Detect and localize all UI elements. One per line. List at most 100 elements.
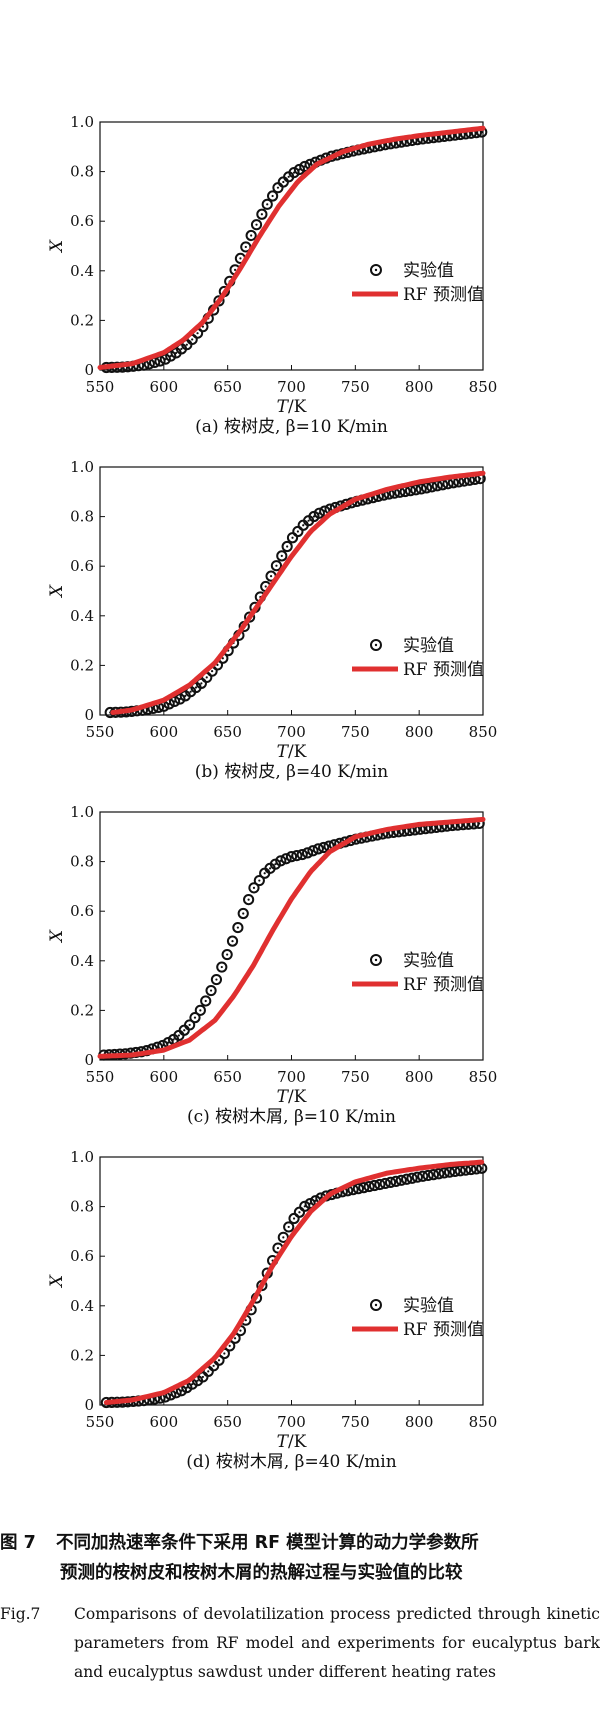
- data-point-center: [292, 1217, 296, 1220]
- x-tick-label: 850: [469, 1068, 498, 1086]
- y-tick-label: 0.6: [70, 212, 94, 230]
- data-point: [275, 855, 287, 867]
- data-point: [281, 540, 293, 553]
- data-point: [299, 1200, 311, 1212]
- series-experimental: [104, 472, 486, 719]
- data-point: [226, 935, 239, 947]
- data-point: [433, 1168, 445, 1180]
- data-point: [417, 1170, 429, 1182]
- data-point-center: [298, 1211, 301, 1214]
- panel-caption: (a) 桉树皮, β=10 K/min: [195, 417, 388, 437]
- data-point-center: [205, 676, 208, 679]
- legend-marker-experimental: [370, 1299, 382, 1311]
- y-tick-label: 0: [84, 706, 94, 724]
- y-tick-label: 1.0: [70, 113, 94, 131]
- x-axis-title: T/K: [277, 742, 307, 762]
- data-point: [296, 848, 308, 861]
- data-point: [286, 532, 299, 544]
- data-point-center: [223, 1352, 226, 1355]
- data-point-center: [196, 332, 199, 335]
- legend-label-rf: RF 预测值: [403, 660, 484, 680]
- data-point: [422, 1169, 434, 1182]
- x-tick-label: 600: [150, 378, 179, 396]
- data-point: [276, 550, 288, 562]
- legend-marker-experimental-dot: [374, 1303, 378, 1307]
- data-point-center: [275, 564, 278, 567]
- data-point-center: [220, 965, 223, 969]
- x-tick-label: 750: [341, 378, 370, 396]
- x-tick-label: 800: [405, 723, 434, 741]
- y-tick-label: 1.0: [70, 803, 94, 821]
- caption-cn-line1: 不同加热速率条件下采用 RF 模型计算的动力学参数所: [56, 1533, 479, 1553]
- data-point-center: [239, 257, 242, 260]
- x-tick-label: 750: [341, 1068, 370, 1086]
- x-tick-label: 600: [150, 723, 179, 741]
- data-point-center: [177, 1034, 180, 1037]
- data-point-center: [191, 338, 194, 341]
- data-point: [253, 874, 265, 887]
- data-point: [291, 849, 303, 862]
- data-point-center: [244, 1319, 247, 1322]
- x-tick-label: 600: [150, 1068, 179, 1086]
- y-tick-label: 0.4: [70, 952, 94, 970]
- data-point-center: [280, 554, 283, 557]
- x-tick-label: 800: [405, 1413, 434, 1431]
- data-point-center: [191, 1383, 194, 1386]
- data-point-center: [282, 1236, 285, 1239]
- caption-cn-label: 图 7: [0, 1533, 36, 1553]
- data-point-center: [172, 1038, 175, 1041]
- data-point-center: [204, 999, 207, 1003]
- x-tick-label: 650: [213, 378, 242, 396]
- data-point-center: [233, 1337, 237, 1340]
- chart-panel-c: 550 600 650 700 750 800 850 0 0.2 0.4 0.6 0.8 1.0 T/K…: [47, 803, 497, 1127]
- data-point-center: [268, 867, 272, 870]
- legend-label-rf: RF 预测值: [403, 1320, 484, 1340]
- x-tick-label: 850: [469, 1413, 498, 1431]
- data-point: [301, 847, 314, 859]
- x-tick-label: 750: [341, 723, 370, 741]
- data-point-center: [287, 175, 290, 178]
- data-point: [168, 695, 181, 708]
- data-point: [363, 1180, 375, 1193]
- data-point: [438, 1167, 450, 1179]
- y-axis-title: X: [47, 1274, 67, 1289]
- x-tick-label: 700: [277, 378, 306, 396]
- data-point: [267, 190, 279, 202]
- data-point-center: [212, 1364, 215, 1367]
- y-tick-label: 0.2: [70, 1346, 94, 1364]
- legend-label-experimental: 实验值: [403, 951, 454, 971]
- data-point-center: [479, 477, 482, 480]
- data-point-center: [201, 325, 204, 328]
- series-experimental: [98, 817, 485, 1061]
- data-point-center: [174, 351, 178, 355]
- data-point: [304, 1197, 316, 1210]
- y-tick-label: 0.6: [70, 1247, 94, 1265]
- data-point: [312, 843, 324, 855]
- data-point-center: [480, 130, 483, 134]
- data-point: [256, 208, 268, 220]
- data-point: [406, 1172, 418, 1184]
- data-point-center: [193, 1016, 197, 1019]
- data-point: [313, 507, 325, 519]
- series-rf-predicted: [97, 125, 486, 370]
- data-point: [283, 1221, 295, 1233]
- data-point-center: [207, 1370, 210, 1373]
- data-point: [401, 1173, 413, 1185]
- y-axis-title: X: [47, 584, 67, 599]
- x-tick-label: 650: [213, 1068, 242, 1086]
- data-point-center: [242, 912, 245, 915]
- x-axis-title: T/K: [277, 1087, 307, 1107]
- data-point-center: [188, 1023, 191, 1027]
- data-point-center: [189, 690, 192, 693]
- data-point: [285, 851, 298, 863]
- data-point-center: [271, 194, 274, 198]
- y-tick-label: 0.8: [70, 853, 94, 871]
- x-tick-label: 750: [341, 1413, 370, 1431]
- y-tick-label: 0.2: [70, 311, 94, 329]
- legend-marker-experimental: [370, 264, 382, 276]
- y-tick-label: 0.6: [70, 557, 94, 575]
- y-tick-label: 1.0: [70, 1148, 94, 1166]
- data-point-center: [252, 886, 256, 889]
- data-point-center: [185, 343, 188, 346]
